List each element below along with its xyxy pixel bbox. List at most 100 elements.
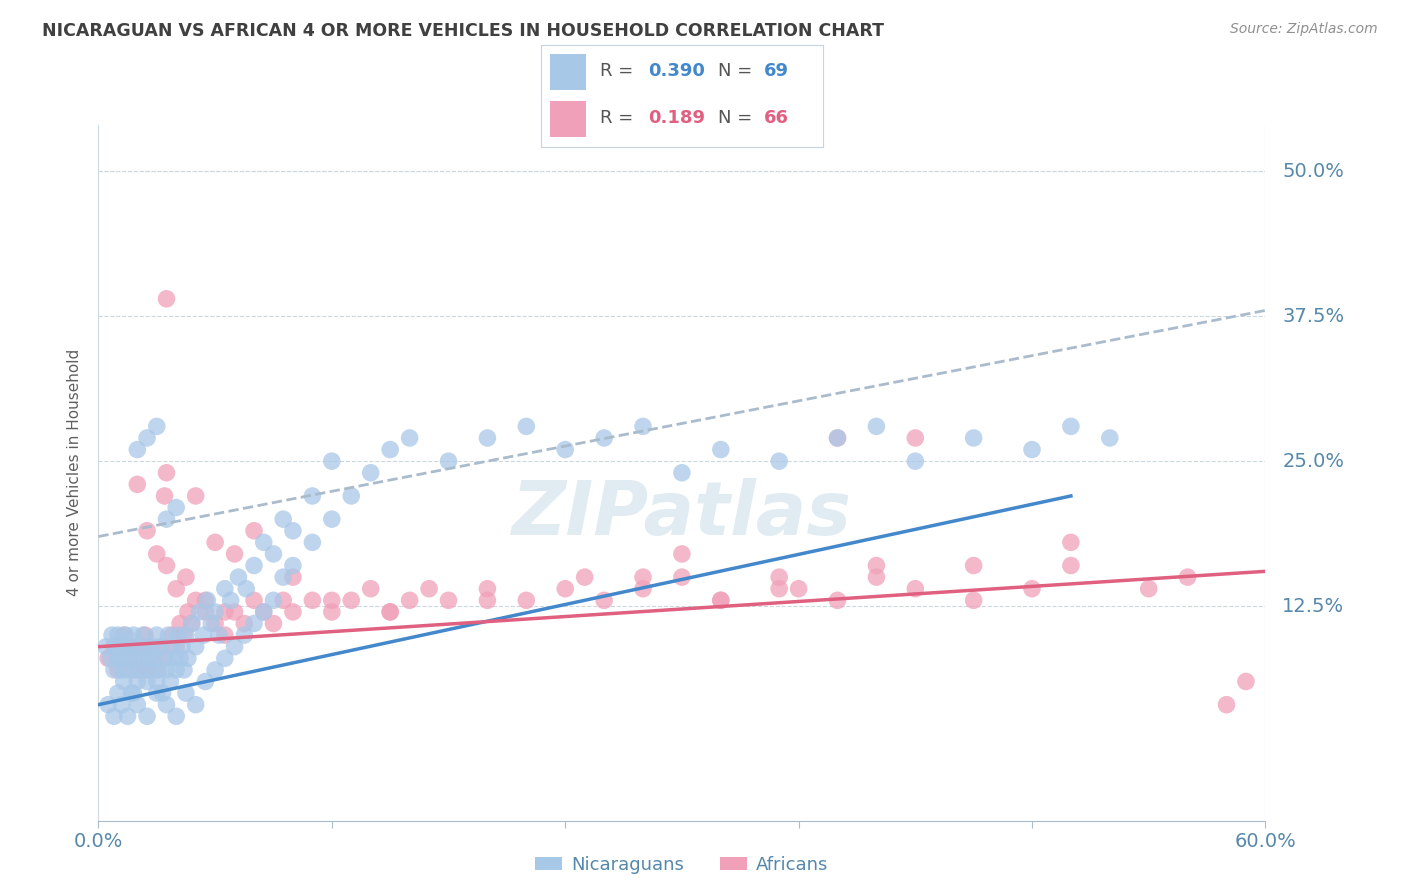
- Point: [214, 628, 236, 642]
- Point: [262, 616, 284, 631]
- Point: [768, 454, 790, 468]
- Point: [865, 570, 887, 584]
- Bar: [550, 101, 586, 137]
- Text: NICARAGUAN VS AFRICAN 4 OR MORE VEHICLES IN HOUSEHOLD CORRELATION CHART: NICARAGUAN VS AFRICAN 4 OR MORE VEHICLES…: [42, 22, 884, 40]
- Point: [129, 663, 152, 677]
- Point: [143, 651, 166, 665]
- Point: [418, 582, 440, 596]
- Point: [112, 628, 135, 642]
- Point: [281, 570, 304, 584]
- Point: [103, 640, 125, 654]
- Point: [134, 651, 156, 665]
- Point: [194, 674, 217, 689]
- Point: [233, 628, 256, 642]
- Point: [114, 640, 136, 654]
- Point: [1060, 558, 1083, 573]
- Point: [155, 512, 177, 526]
- Point: [117, 663, 139, 677]
- Point: [1215, 698, 1237, 712]
- Point: [142, 640, 165, 654]
- Point: [1021, 582, 1043, 596]
- Point: [101, 628, 124, 642]
- Point: [124, 663, 146, 677]
- Point: [253, 605, 276, 619]
- Point: [136, 663, 159, 677]
- Point: [174, 570, 197, 584]
- Text: 12.5%: 12.5%: [1282, 597, 1344, 615]
- Point: [170, 640, 193, 654]
- Point: [243, 593, 266, 607]
- Point: [243, 558, 266, 573]
- Point: [1060, 535, 1083, 549]
- Point: [127, 698, 149, 712]
- Point: [271, 512, 294, 526]
- Point: [177, 651, 200, 665]
- Point: [117, 640, 139, 654]
- Point: [214, 605, 236, 619]
- Point: [188, 605, 211, 619]
- Point: [281, 524, 304, 538]
- Point: [865, 558, 887, 573]
- Point: [195, 593, 218, 607]
- Point: [162, 628, 184, 642]
- Point: [340, 489, 363, 503]
- Point: [114, 628, 136, 642]
- Point: [127, 442, 149, 457]
- Point: [127, 651, 149, 665]
- Point: [117, 709, 139, 723]
- Point: [111, 651, 134, 665]
- Point: [111, 651, 134, 665]
- Point: [129, 640, 152, 654]
- Point: [155, 663, 177, 677]
- Point: [574, 570, 596, 584]
- Point: [118, 640, 141, 654]
- Point: [398, 431, 420, 445]
- Point: [117, 651, 139, 665]
- Point: [321, 605, 343, 619]
- Point: [153, 651, 176, 665]
- Point: [165, 709, 187, 723]
- Point: [132, 651, 155, 665]
- Point: [148, 663, 170, 677]
- Point: [1137, 582, 1160, 596]
- Point: [271, 570, 294, 584]
- Point: [157, 628, 180, 642]
- Point: [228, 570, 250, 584]
- Point: [253, 605, 276, 619]
- Point: [139, 663, 162, 677]
- Point: [180, 616, 202, 631]
- Point: [127, 674, 149, 689]
- Text: R =: R =: [600, 62, 640, 80]
- Point: [378, 605, 402, 619]
- Point: [146, 547, 169, 561]
- Text: R =: R =: [600, 110, 640, 128]
- Point: [111, 663, 134, 677]
- Point: [112, 674, 135, 689]
- Y-axis label: 4 or more Vehicles in Household: 4 or more Vehicles in Household: [67, 349, 83, 597]
- Point: [360, 582, 382, 596]
- Legend: Nicaraguans, Africans: Nicaraguans, Africans: [527, 849, 837, 881]
- Point: [184, 640, 207, 654]
- Point: [97, 651, 120, 665]
- Point: [165, 663, 187, 677]
- Point: [321, 593, 343, 607]
- Point: [208, 628, 231, 642]
- Point: [107, 628, 129, 642]
- Point: [962, 558, 984, 573]
- Point: [827, 593, 849, 607]
- Text: 0.189: 0.189: [648, 110, 706, 128]
- Point: [904, 454, 927, 468]
- Point: [118, 651, 141, 665]
- Point: [155, 558, 177, 573]
- Point: [146, 663, 169, 677]
- Point: [477, 593, 499, 607]
- Point: [554, 442, 576, 457]
- Point: [827, 431, 849, 445]
- Point: [865, 419, 887, 434]
- Point: [437, 454, 460, 468]
- Point: [204, 616, 226, 631]
- Point: [962, 431, 984, 445]
- Point: [593, 431, 616, 445]
- Point: [204, 605, 226, 619]
- Point: [136, 524, 159, 538]
